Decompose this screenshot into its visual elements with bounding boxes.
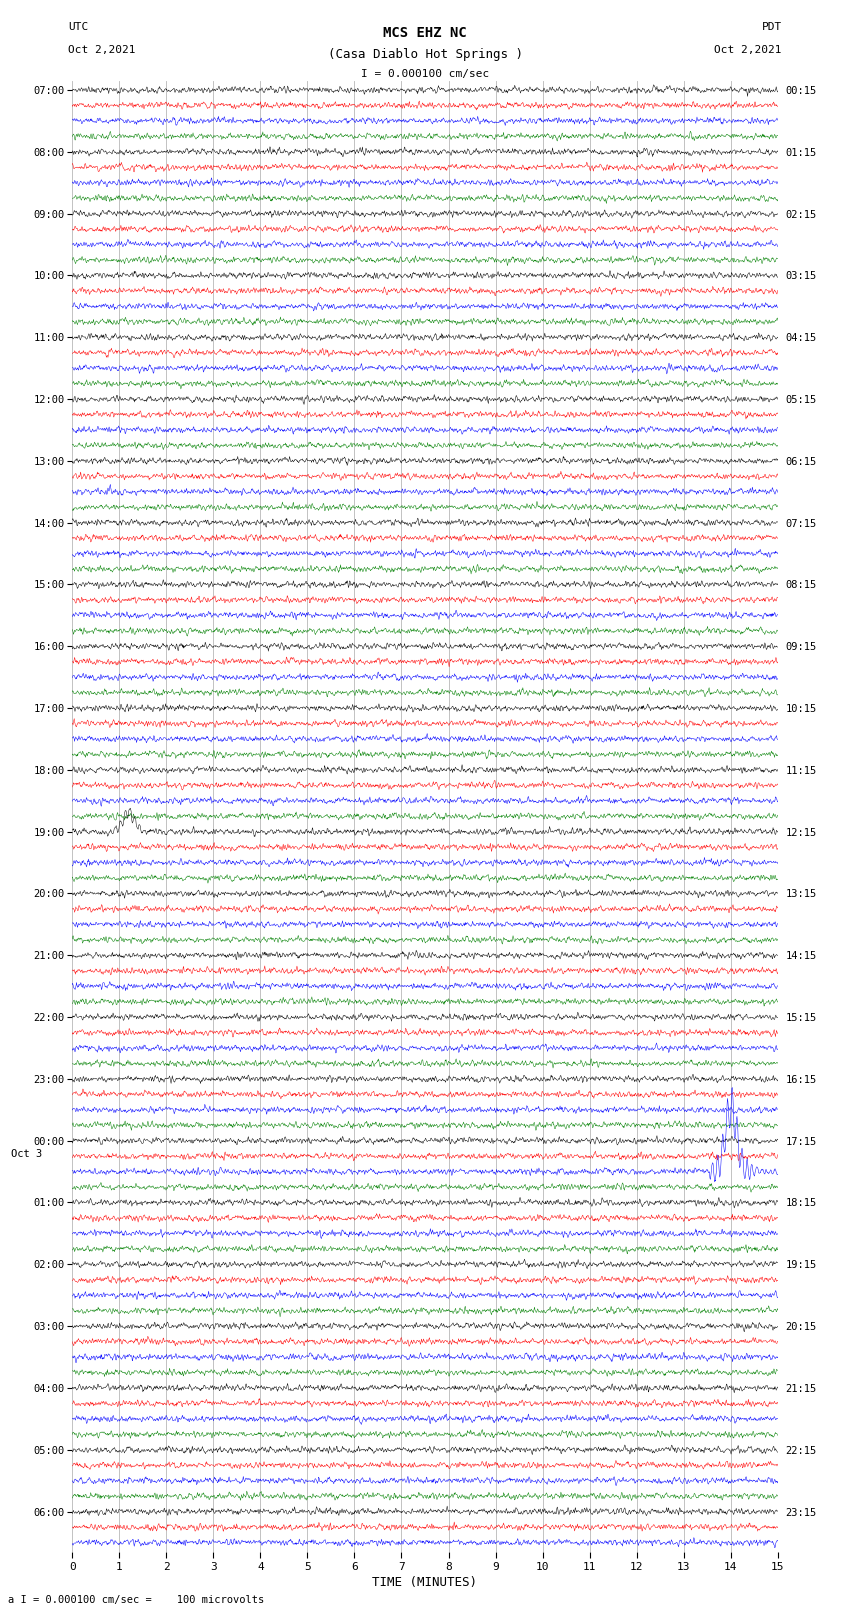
Text: MCS EHZ NC: MCS EHZ NC: [383, 26, 467, 40]
Text: PDT: PDT: [762, 23, 782, 32]
Text: Oct 2,2021: Oct 2,2021: [68, 45, 135, 55]
X-axis label: TIME (MINUTES): TIME (MINUTES): [372, 1576, 478, 1589]
Text: Oct 2,2021: Oct 2,2021: [715, 45, 782, 55]
Text: UTC: UTC: [68, 23, 88, 32]
Text: Oct 3: Oct 3: [11, 1148, 42, 1160]
Text: (Casa Diablo Hot Springs ): (Casa Diablo Hot Springs ): [327, 48, 523, 61]
Text: I = 0.000100 cm/sec: I = 0.000100 cm/sec: [361, 69, 489, 79]
Text: a I = 0.000100 cm/sec =    100 microvolts: a I = 0.000100 cm/sec = 100 microvolts: [8, 1595, 264, 1605]
